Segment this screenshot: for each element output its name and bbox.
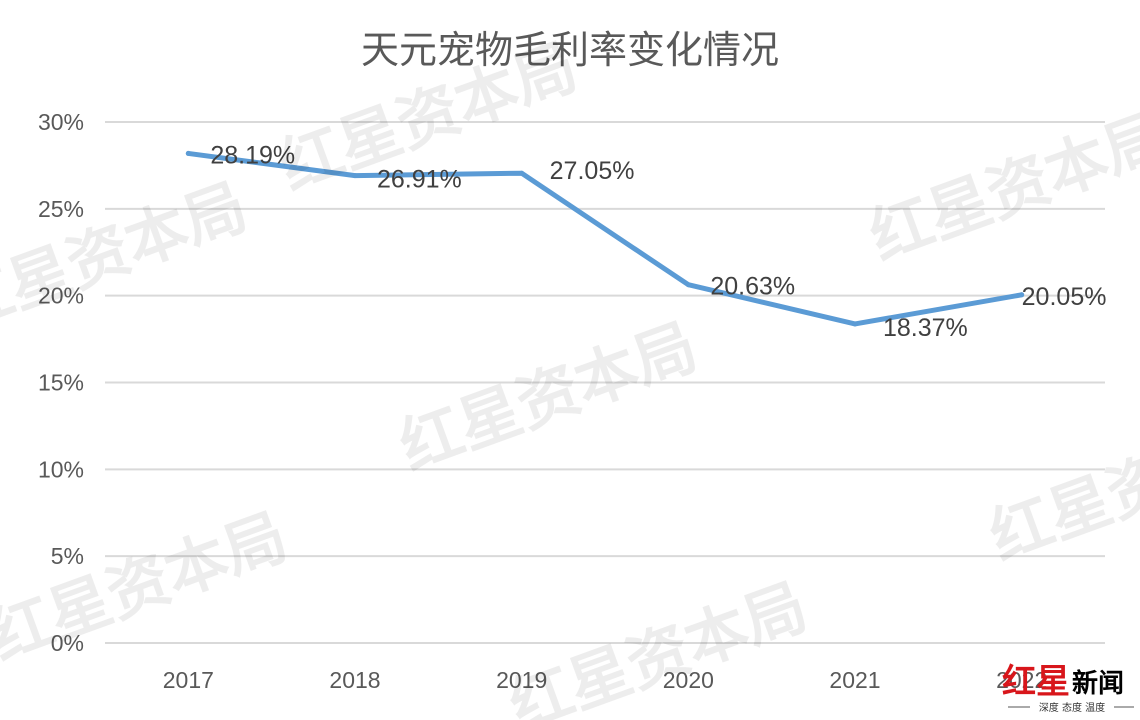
watermark: 红星资本局 [500,569,816,720]
series-layer [185,150,1025,327]
chart-title: 天元宠物毛利率变化情况 [361,28,779,72]
y-tick-label: 20% [38,283,84,309]
x-tick-label: 2021 [829,667,880,693]
logo-news: 新闻 [1072,668,1124,699]
logo-brand: 红星 [1002,662,1070,702]
watermark: 红星资本局 [0,499,296,674]
y-tick-label: 15% [38,370,84,396]
data-label: 18.37% [883,314,968,342]
watermark: 红星资本局 [860,99,1140,274]
watermark: 红星资本局 [980,399,1140,574]
watermark-layer: 红星资本局 红星资本局 红星资本局 红星资本局 红星资本局 红星资本局 红星资本… [0,29,1140,720]
series-line [185,150,1025,327]
x-tick-label: 2019 [496,667,547,693]
data-point [519,170,525,176]
data-point [352,173,358,179]
data-point [685,282,691,288]
y-tick-label: 10% [38,456,84,482]
x-tick-label: 2022 [996,667,1047,693]
x-tick-label: 2018 [329,667,380,693]
data-label: 27.05% [550,157,635,185]
y-tick-label: 30% [38,109,84,135]
y-axis-ticks: 0% 5% 10% 15% 20% 25% 30% [38,109,84,656]
x-tick-label: 2020 [663,667,714,693]
x-tick-label: 2017 [163,667,214,693]
y-tick-label: 5% [51,543,84,569]
data-labels-layer: 28.19% 26.91% 27.05% 20.63% 18.37% 20.05% [210,141,1106,342]
y-tick-label: 0% [51,630,84,656]
data-label: 20.05% [1022,283,1107,311]
logo-slogan: 深度 态度 温度 [1039,701,1105,714]
gridlines [105,121,1105,644]
x-axis-ticks: 2017 2018 2019 2020 2021 2022 [163,667,1048,693]
data-point [185,150,191,156]
data-label: 28.19% [210,141,295,169]
y-tick-label: 25% [38,196,84,222]
data-label: 20.63% [710,273,795,301]
data-point [852,321,858,327]
logo: 红星 新闻 深度 态度 温度 [1002,662,1134,714]
data-label: 26.91% [377,166,462,194]
data-point [1019,292,1025,298]
watermark: 红星资本局 [390,309,706,484]
